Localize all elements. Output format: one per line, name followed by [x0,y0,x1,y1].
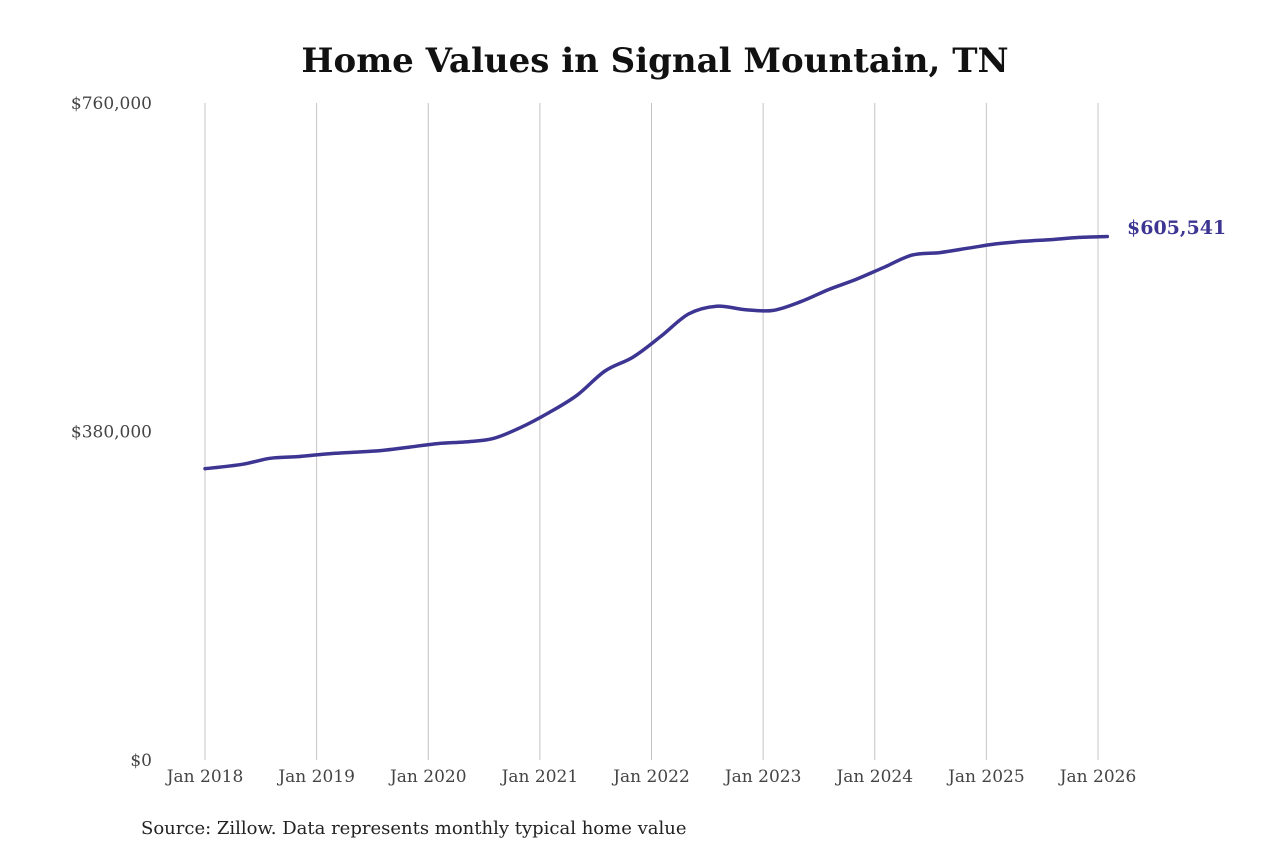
gridlines [204,103,1099,760]
y-tick-label: $760,000 [71,94,152,114]
end-value-label: $605,541 [1127,217,1226,239]
chart-title: Home Values in Signal Mountain, TN [301,41,1008,81]
y-tick-label: $380,000 [71,423,152,443]
x-tick-label: Jan 2025 [946,767,1025,787]
y-axis-ticks: $0 $380,000 $760,000 [71,94,152,771]
x-tick-label: Jan 2024 [834,767,913,787]
y-tick-label: $0 [130,751,152,771]
x-tick-label: Jan 2021 [500,767,579,787]
x-axis-ticks: Jan 2018 Jan 2019 Jan 2020 Jan 2021 Jan 2022… [165,767,1137,787]
x-tick-label: Jan 2026 [1058,767,1137,787]
x-tick-label: Jan 2018 [165,767,244,787]
series-line [203,234,1110,471]
source-note: Source: Zillow. Data represents monthly … [141,818,687,839]
x-tick-label: Jan 2019 [276,767,355,787]
x-tick-label: Jan 2023 [723,767,802,787]
x-tick-label: Jan 2022 [611,767,690,787]
x-tick-label: Jan 2020 [388,767,467,787]
